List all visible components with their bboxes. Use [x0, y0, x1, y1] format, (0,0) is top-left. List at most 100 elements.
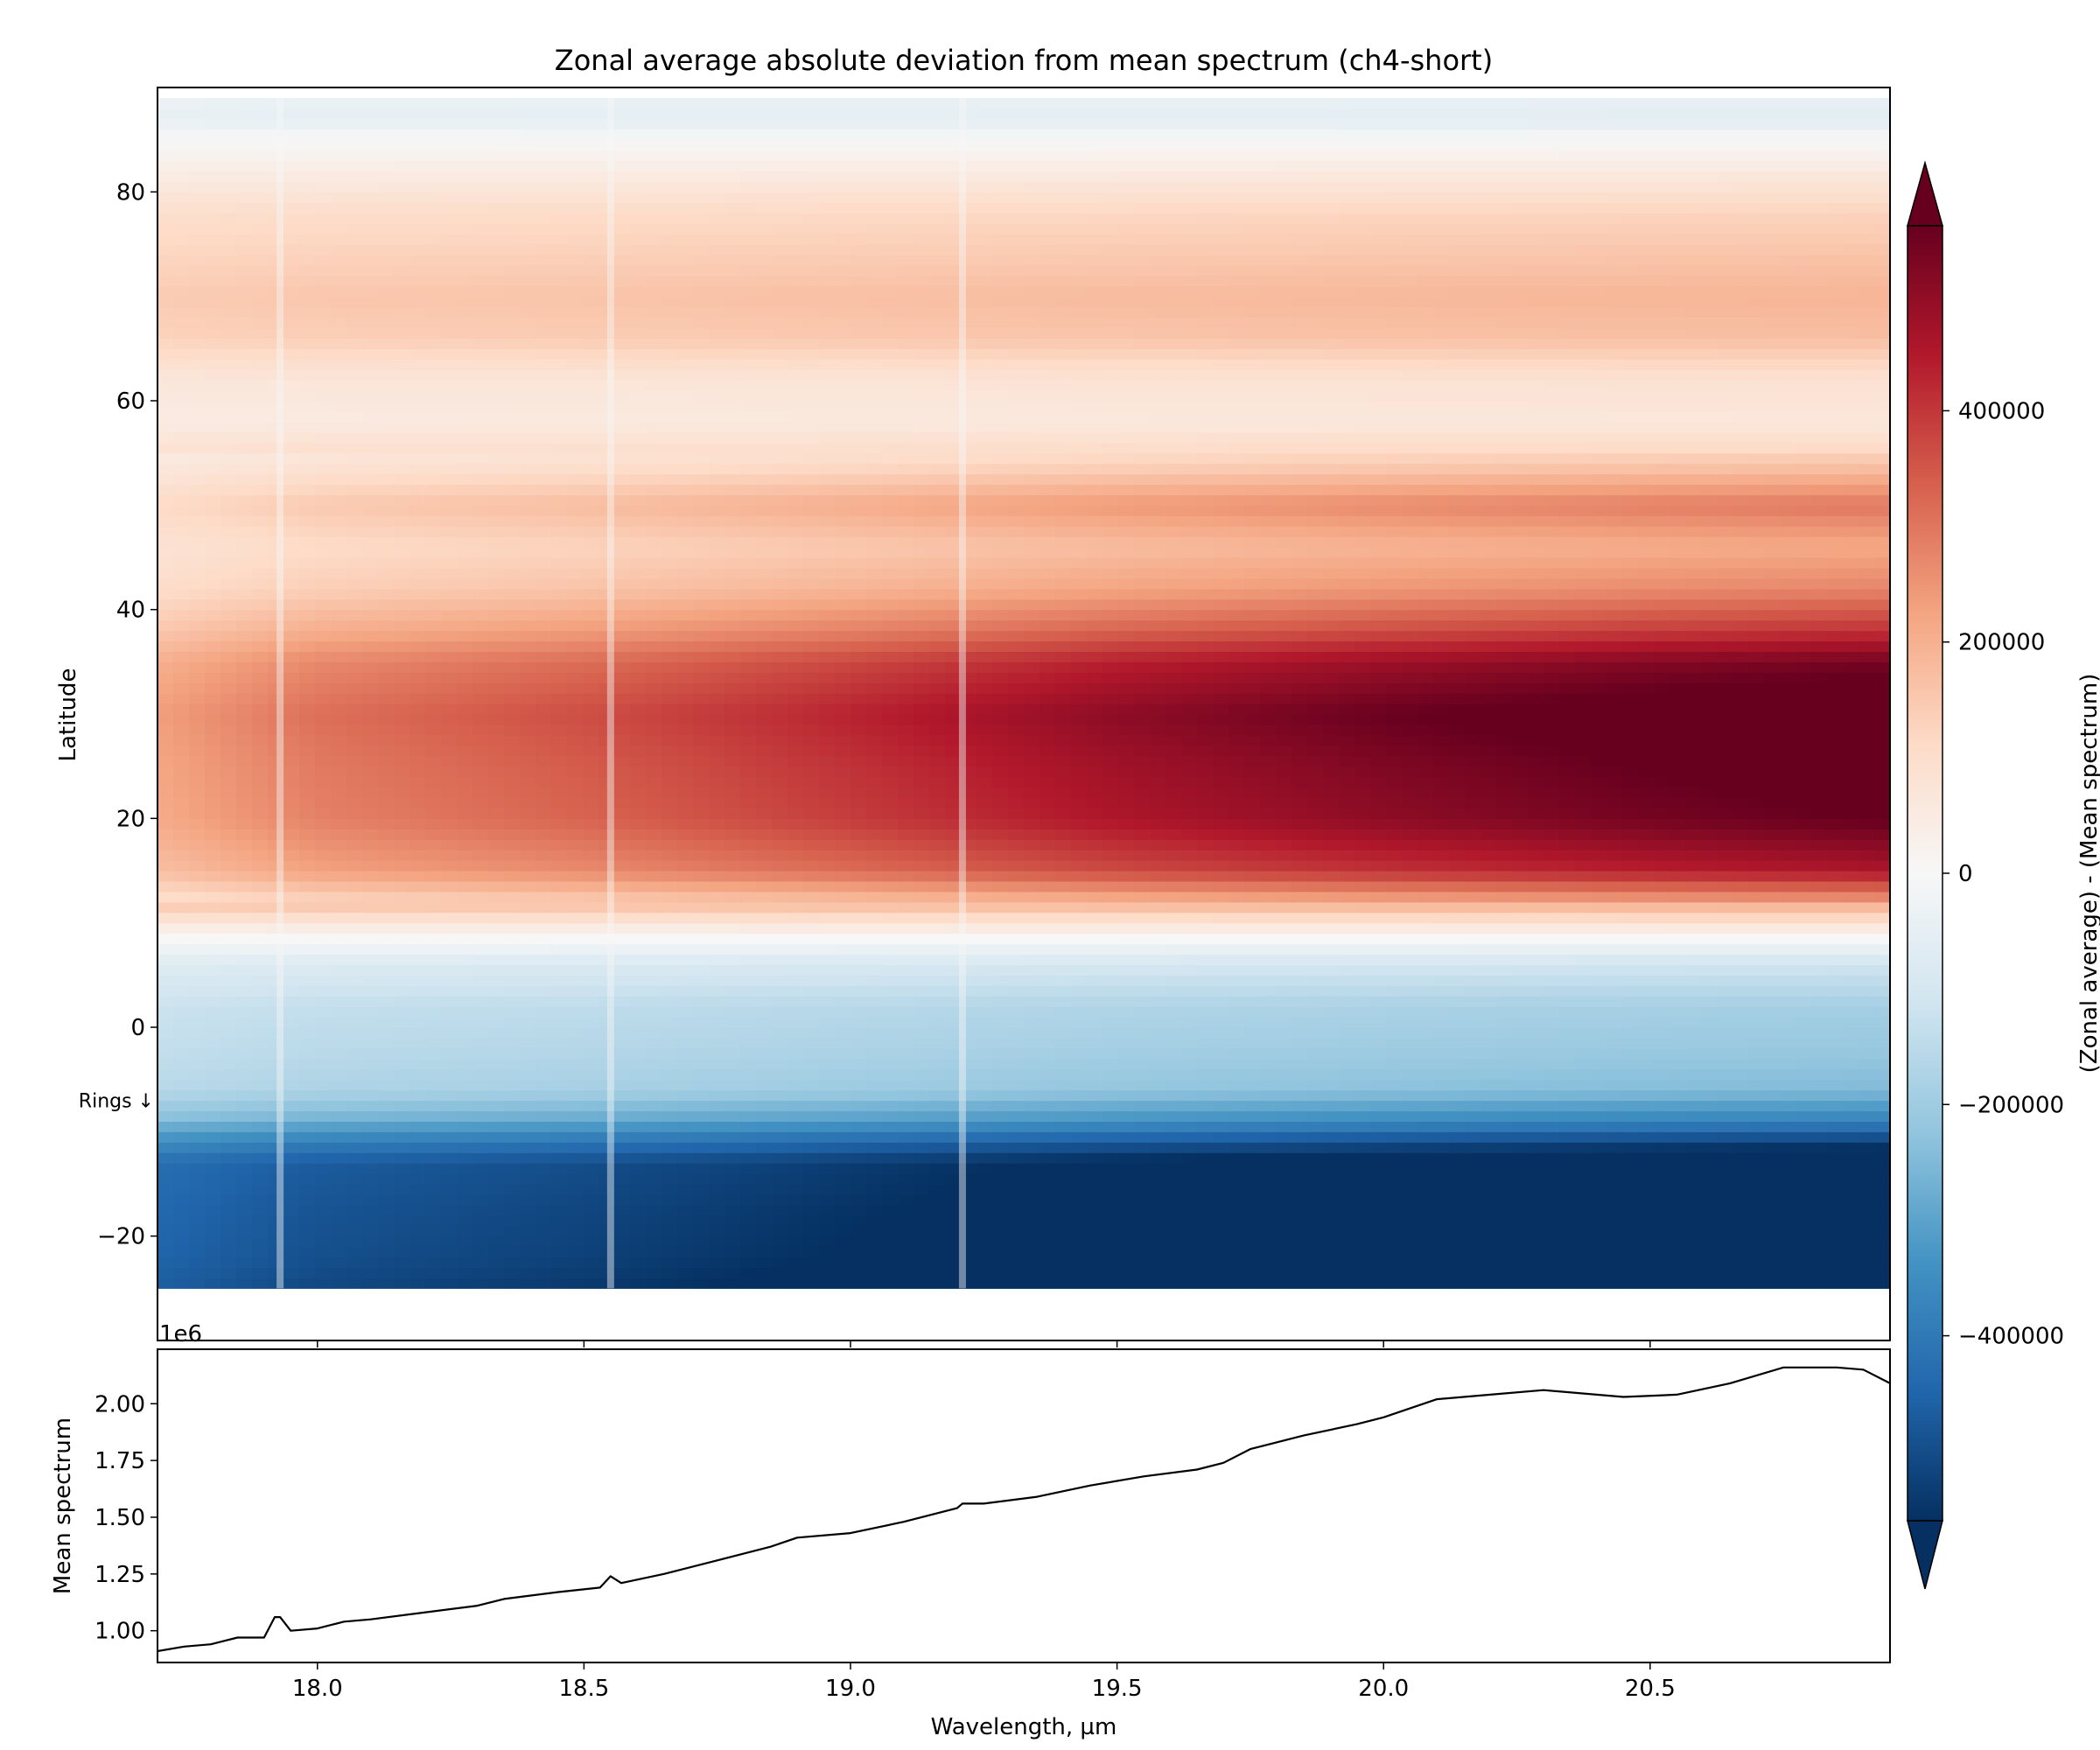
heatmap-cell [583, 1204, 599, 1216]
heatmap-cell [457, 1037, 473, 1049]
heatmap-cell [1559, 1006, 1576, 1018]
heatmap-cell [1433, 1267, 1450, 1278]
heatmap-cell [536, 808, 552, 819]
heatmap-cell [1811, 829, 1828, 840]
heatmap-cell [1118, 1278, 1135, 1289]
heatmap-cell [1402, 1110, 1418, 1122]
heatmap-cell [205, 1225, 221, 1237]
heatmap-cell [1732, 1037, 1749, 1049]
heatmap-cell [583, 1121, 599, 1132]
heatmap-cell [488, 1047, 505, 1060]
heatmap-cell [1843, 1068, 1859, 1081]
heatmap-cell [1276, 1278, 1292, 1289]
heatmap-cell [1496, 985, 1513, 997]
heatmap-cell [1717, 1037, 1733, 1049]
heatmap-cell [536, 839, 552, 850]
heatmap-cell [1764, 912, 1781, 924]
heatmap-cell [1732, 1089, 1749, 1102]
heatmap-cell [945, 1121, 962, 1132]
heatmap-cell [1465, 860, 1481, 872]
heatmap-cell [236, 1236, 253, 1248]
heatmap-cell [1433, 1246, 1450, 1258]
heatmap-cell [724, 996, 741, 1007]
heatmap-cell [709, 964, 725, 976]
heatmap-cell [158, 1246, 174, 1258]
heatmap-cell [1339, 901, 1355, 914]
heatmap-cell [1544, 1204, 1560, 1216]
heatmap-cell [1622, 912, 1639, 924]
heatmap-cell [331, 839, 347, 850]
heatmap-cell [740, 1152, 757, 1164]
heatmap-cell [378, 1027, 395, 1039]
heatmap-cell [819, 880, 836, 892]
heatmap-cell [1544, 1173, 1560, 1185]
heatmap-cell [284, 1152, 300, 1164]
heatmap-cell [1575, 1246, 1592, 1258]
heatmap-cell [1480, 850, 1497, 861]
heatmap-cell [1764, 871, 1781, 882]
heatmap-cell [205, 901, 221, 914]
heatmap-cell [583, 1236, 599, 1248]
heatmap-cell [1575, 1110, 1592, 1122]
heatmap-cell [850, 1236, 867, 1248]
heatmap-cell [299, 1173, 316, 1185]
heatmap-cell [315, 1163, 332, 1174]
heatmap-cell [1512, 850, 1529, 861]
heatmap-cell [803, 912, 820, 924]
heatmap-cell [189, 1142, 206, 1153]
heatmap-cell [1055, 933, 1072, 945]
heatmap-cell [1701, 1194, 1718, 1206]
heatmap-cell [1732, 880, 1749, 892]
heatmap-cell [488, 1236, 505, 1248]
heatmap-cell [1354, 1173, 1371, 1185]
heatmap-cell [1638, 996, 1655, 1007]
heatmap-cell [1118, 850, 1135, 861]
heatmap-cell [189, 808, 206, 819]
heatmap-cell [1764, 1110, 1781, 1122]
heatmap-cell [882, 1278, 899, 1289]
heatmap-cell [1102, 912, 1119, 924]
heatmap-cell [1780, 891, 1796, 903]
heatmap-cell [488, 996, 505, 1007]
heatmap-cell [1670, 922, 1686, 934]
heatmap-cell [1544, 996, 1560, 1007]
heatmap-cell [315, 850, 332, 861]
heatmap-cell [1292, 891, 1308, 903]
heatmap-cell [173, 808, 190, 819]
heatmap-cell [614, 964, 631, 976]
heatmap-cell [945, 1194, 962, 1206]
heatmap-cell [236, 891, 253, 903]
heatmap-cell [1748, 943, 1765, 956]
heatmap-cell [536, 871, 552, 882]
heatmap-cell [394, 1121, 410, 1132]
heatmap-cell [1071, 912, 1088, 924]
heatmap-cell [299, 808, 316, 819]
heatmap-cell [1323, 1037, 1340, 1049]
heatmap-cell [1386, 1131, 1403, 1143]
heatmap-cell [835, 1027, 851, 1039]
heatmap-cell [1323, 901, 1340, 914]
heatmap-cell [173, 1058, 190, 1070]
heatmap-cell [394, 1194, 410, 1206]
heatmap-cell [457, 1278, 473, 1289]
heatmap-cell [1843, 1037, 1859, 1049]
heatmap-cell [504, 808, 521, 819]
heatmap-cell [803, 1194, 820, 1206]
heatmap-cell [1512, 975, 1529, 986]
heatmap-cell [1213, 1068, 1229, 1081]
heatmap-cell [693, 1100, 710, 1112]
heatmap-cell [1449, 1100, 1466, 1112]
heatmap-cell [362, 1006, 379, 1018]
heatmap-cell [677, 954, 694, 965]
heatmap-cell [1559, 850, 1576, 861]
heatmap-cell [756, 850, 773, 861]
heatmap-cell [1307, 1225, 1324, 1237]
heatmap-cell [662, 1142, 678, 1153]
heatmap-cell [1827, 964, 1844, 976]
heatmap-cell [284, 1017, 300, 1028]
heatmap-cell [457, 880, 473, 892]
heatmap-cell [598, 1068, 615, 1081]
heatmap-cell [1512, 901, 1529, 914]
heatmap-cell [1796, 996, 1812, 1007]
heatmap-cell [740, 1194, 757, 1206]
